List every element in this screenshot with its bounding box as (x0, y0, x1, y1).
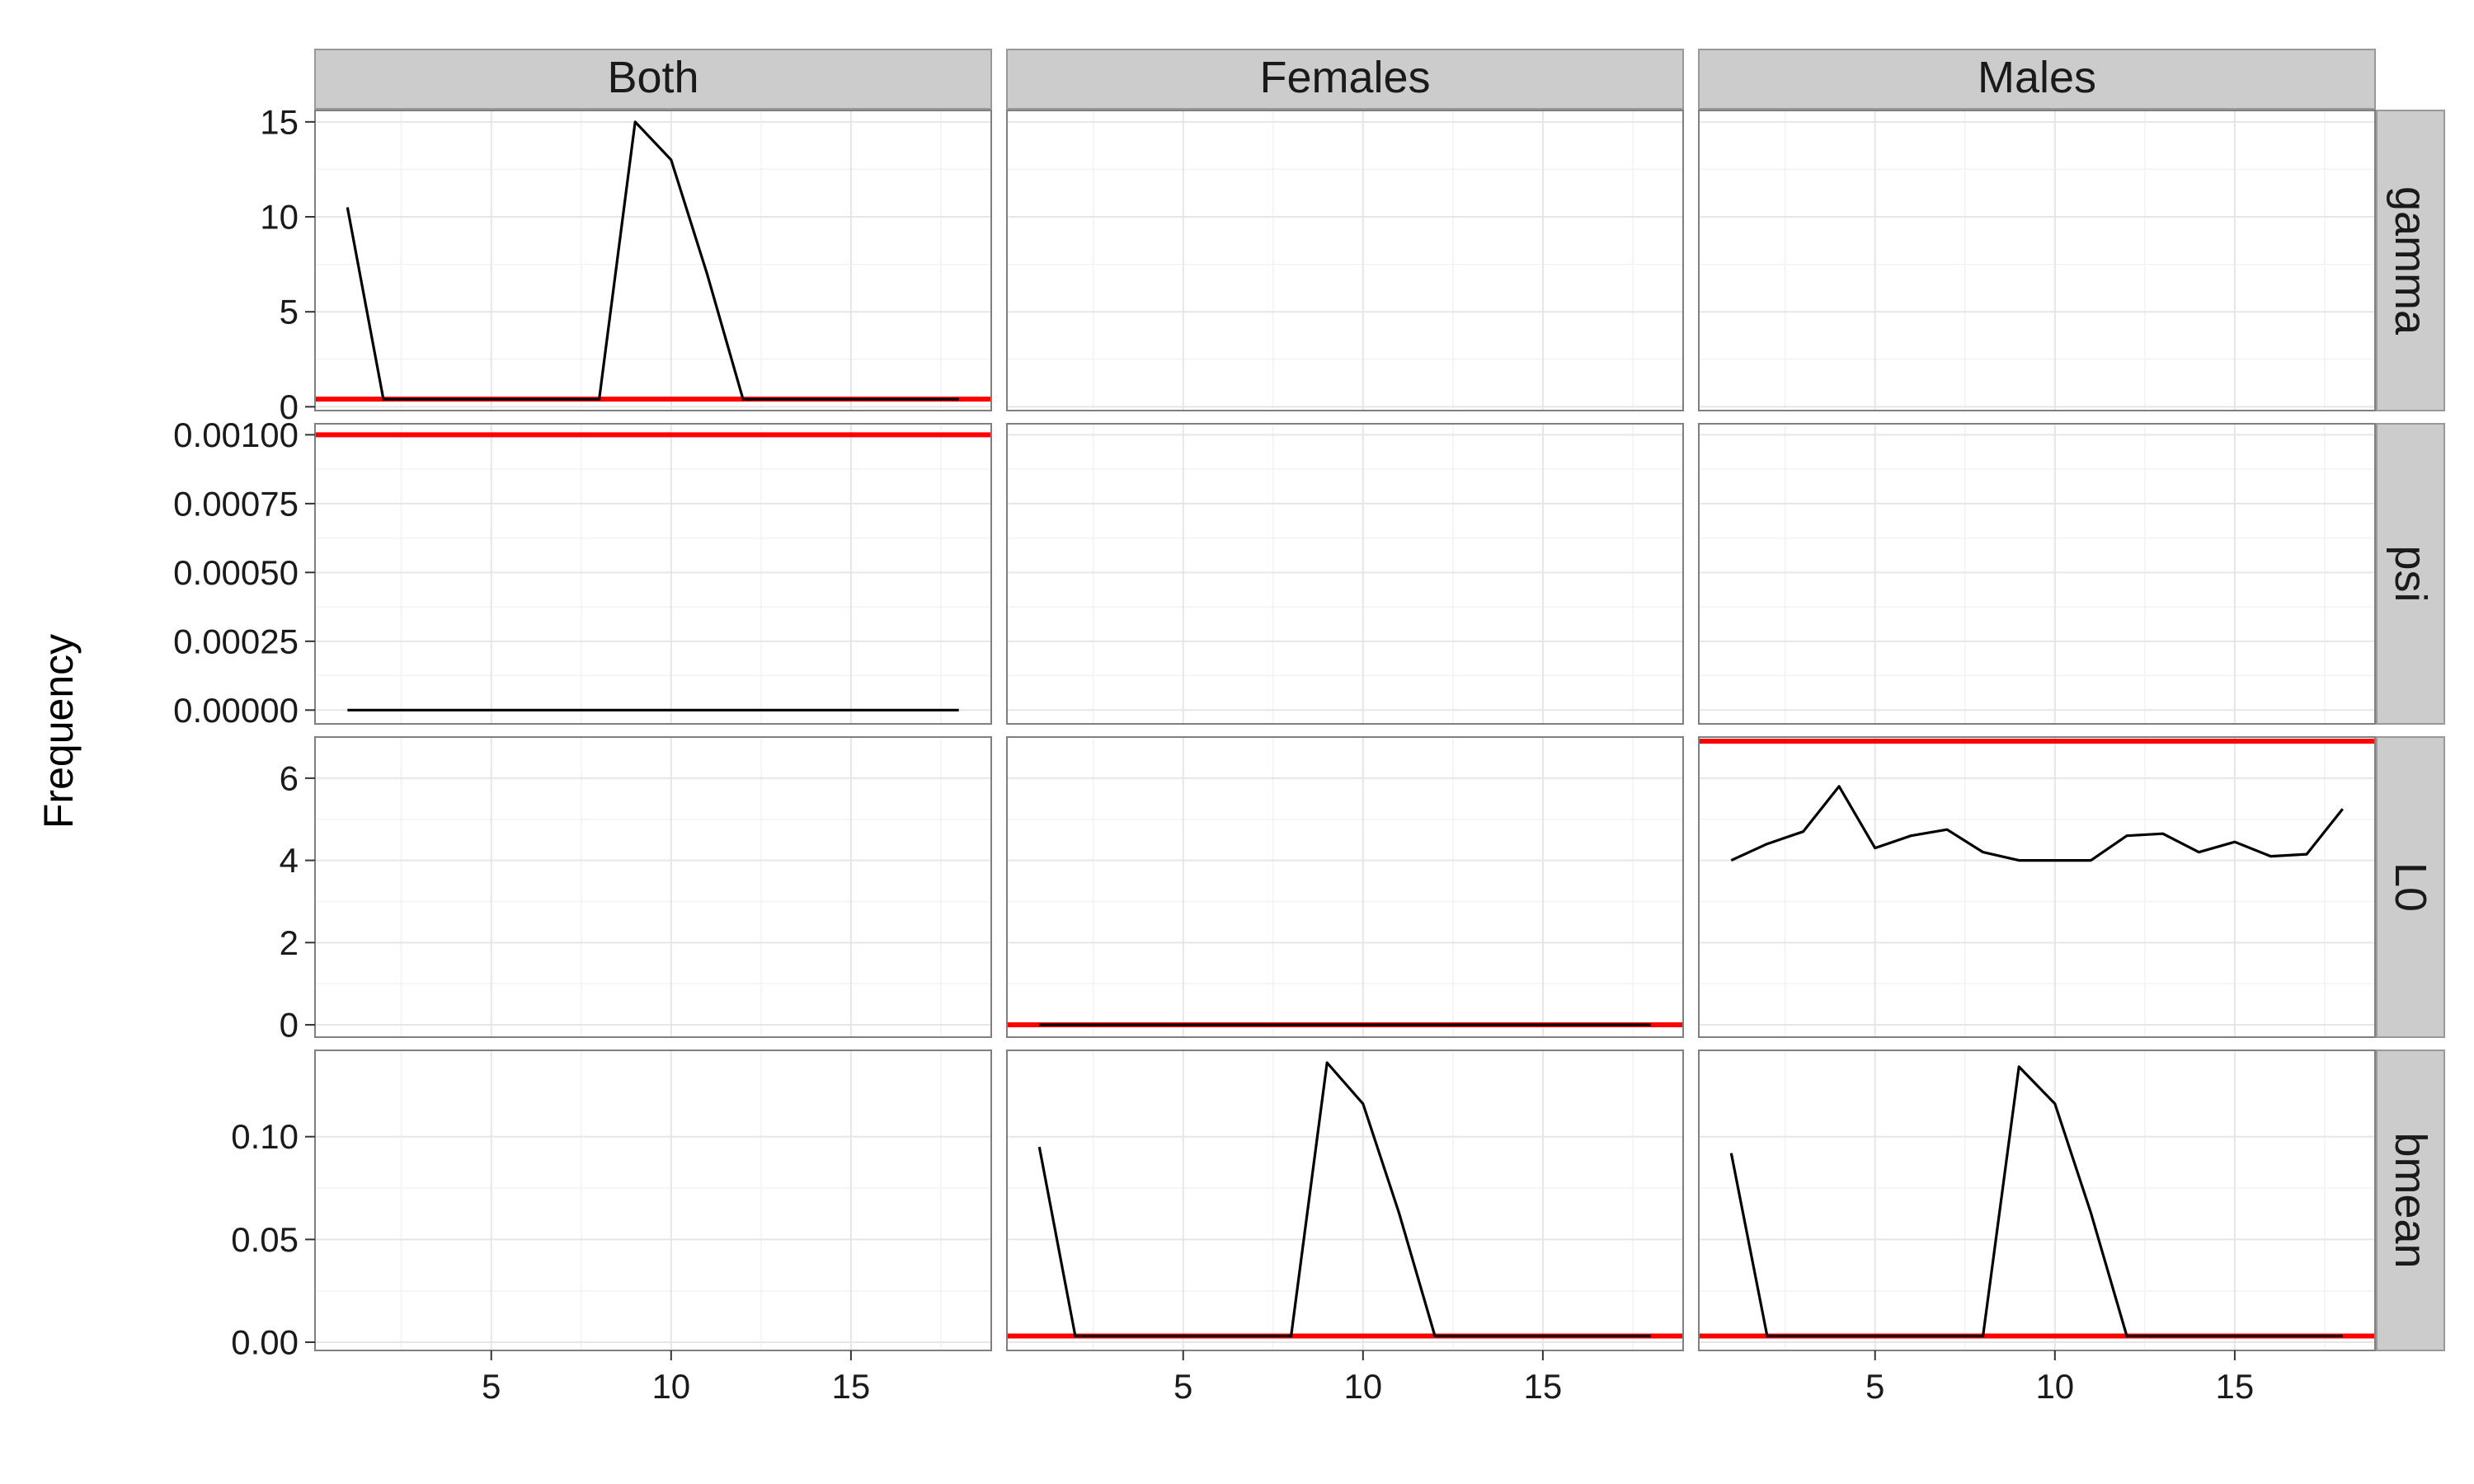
panel-border (1698, 1050, 2376, 1351)
row-strip-label: bmean (2386, 1132, 2435, 1268)
panel-bmean-females (1006, 1050, 1684, 1351)
panel-bmean-males (1698, 1050, 2376, 1351)
panel-border (1006, 423, 1684, 725)
row-strip-l0 (2376, 736, 2445, 1038)
panel-background (1699, 737, 2375, 1037)
column-strip-label: Females (1259, 53, 1430, 102)
row-strip-label: psi (2386, 545, 2435, 602)
x-tick-label: 10 (2035, 1367, 2074, 1406)
y-tick-label: 10 (260, 198, 299, 237)
row-strip-label: gamma (2386, 186, 2435, 336)
y-tick-label: 0 (280, 387, 299, 426)
y-tick-label: 0.10 (231, 1117, 299, 1156)
y-tick-label: 5 (280, 293, 299, 331)
y-tick-label: 0.00050 (173, 553, 299, 592)
data-series-line (1037, 1061, 1651, 1338)
panel-border (1698, 110, 2376, 411)
panel-psi-females (1006, 423, 1684, 725)
data-series-line (346, 120, 959, 401)
panel-border (1006, 736, 1684, 1038)
panel-background (1699, 424, 2375, 724)
panel-border (1006, 1050, 1684, 1351)
panel-background (1007, 737, 1683, 1037)
row-strip-gamma (2376, 110, 2445, 411)
column-strip-females (1006, 49, 1684, 110)
y-tick-label: 0.05 (231, 1220, 299, 1259)
y-tick-label: 0.00100 (173, 416, 299, 454)
x-tick-label: 5 (1865, 1367, 1884, 1406)
panel-background (1699, 1050, 2375, 1350)
x-tick-label: 15 (2216, 1367, 2255, 1406)
y-tick-label: 0.00000 (173, 691, 299, 730)
data-series-line (1729, 1065, 2343, 1338)
x-tick-label: 10 (1343, 1367, 1382, 1406)
y-tick-label: 6 (280, 758, 299, 797)
panel-border (314, 736, 992, 1038)
y-axis-label: Frequency (35, 634, 82, 829)
panel-border (314, 1050, 992, 1351)
x-tick-label: 10 (651, 1367, 690, 1406)
x-tick-label: 5 (482, 1367, 501, 1406)
row-strip-psi (2376, 423, 2445, 725)
y-tick-label: 0.00025 (173, 622, 299, 660)
y-tick-label: 0.00075 (173, 484, 299, 523)
column-strip-males (1698, 49, 2376, 110)
panel-border (1698, 736, 2376, 1038)
panel-background (315, 737, 991, 1037)
panel-background (1699, 110, 2375, 411)
panel-border (314, 110, 992, 411)
data-series-line (1730, 785, 2344, 862)
y-tick-label: 0 (280, 1006, 299, 1045)
y-tick-label: 2 (280, 923, 299, 962)
panel-background (1007, 424, 1683, 724)
panel-background (315, 1050, 991, 1350)
column-strip-both (314, 49, 992, 110)
panel-l0-females (1006, 736, 1684, 1038)
row-strip-label: L0 (2386, 862, 2435, 912)
panel-l0-both (314, 736, 992, 1038)
x-tick-label: 15 (832, 1367, 871, 1406)
panel-border (314, 423, 992, 725)
panel-psi-males (1698, 423, 2376, 725)
y-tick-label: 0.00 (231, 1323, 299, 1362)
panel-bmean-both (314, 1050, 992, 1351)
panel-background (315, 424, 991, 724)
column-strip-label: Males (1978, 53, 2096, 102)
panel-background (1007, 1050, 1683, 1350)
panel-l0-males (1698, 736, 2376, 1038)
panel-border (1006, 110, 1684, 411)
y-tick-label: 4 (280, 841, 299, 880)
panel-gamma-females (1006, 110, 1684, 411)
y-tick-label: 15 (260, 102, 299, 141)
panel-background (1007, 110, 1683, 411)
x-tick-label: 5 (1174, 1367, 1192, 1406)
panel-background (315, 110, 991, 411)
row-strip-bmean (2376, 1050, 2445, 1351)
panel-border (1698, 423, 2376, 725)
panel-psi-both (314, 423, 992, 725)
panel-gamma-both (314, 110, 992, 411)
x-tick-label: 15 (1524, 1367, 1563, 1406)
panel-gamma-males (1698, 110, 2376, 411)
column-strip-label: Both (607, 53, 698, 102)
